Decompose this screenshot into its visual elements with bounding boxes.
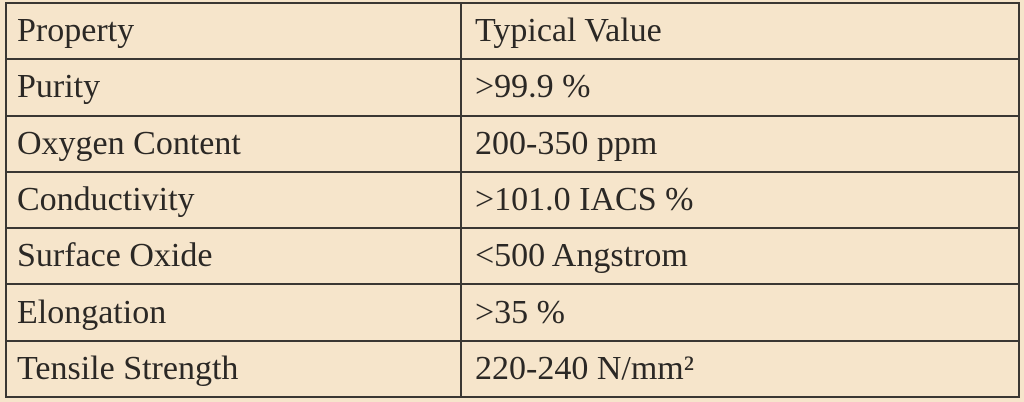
header-cell: Property [5, 1, 462, 61]
table-cell: Purity [5, 58, 462, 117]
table-row: Purity >99.9 % [5, 58, 1020, 117]
header-cell: Typical Value [460, 1, 1020, 61]
table-wrapper: Property Typical Value Purity >99.9 % Oxygen… [5, 1, 1020, 399]
table-cell: >35 % [460, 283, 1020, 342]
table-row: Surface Oxide <500 Angstrom [5, 227, 1020, 286]
table-cell: Conductivity [5, 170, 462, 230]
table-cell: <500 Angstrom [460, 227, 1020, 286]
table-row: Oxygen Content 200-350 ppm [5, 114, 1020, 173]
property-table: Property Typical Value Purity >99.9 % Oxygen… [5, 1, 1020, 399]
table-row: Tensile Strength 220-240 N/mm² [5, 339, 1020, 399]
table-cell: >99.9 % [460, 58, 1020, 117]
table-cell: 220-240 N/mm² [460, 339, 1020, 399]
table-cell: 200-350 ppm [460, 114, 1020, 173]
table-cell: Elongation [5, 283, 462, 342]
table-cell: >101.0 IACS % [460, 170, 1020, 230]
table-cell: Tensile Strength [5, 339, 462, 399]
table-cell: Surface Oxide [5, 227, 462, 286]
table-row: Elongation >35 % [5, 283, 1020, 342]
header-row: Property Typical Value [5, 1, 1020, 61]
table-cell: Oxygen Content [5, 114, 462, 173]
table-row: Conductivity >101.0 IACS % [5, 170, 1020, 230]
